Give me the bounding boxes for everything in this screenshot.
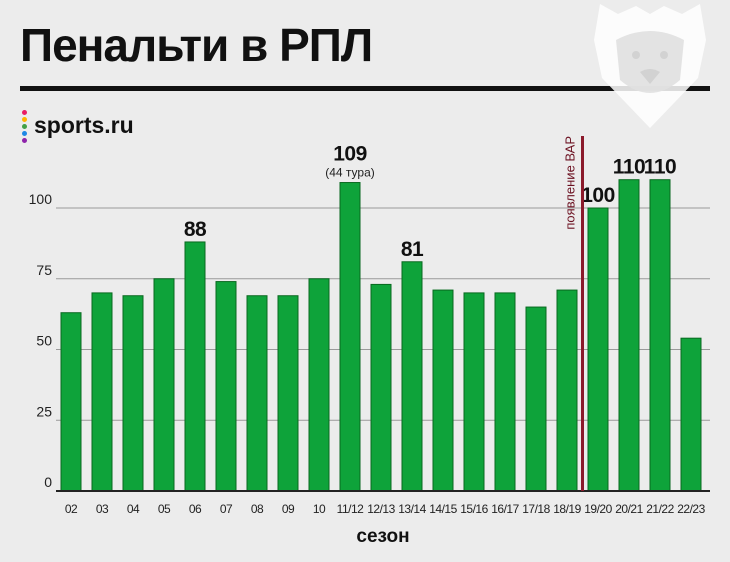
bar bbox=[277, 295, 299, 492]
data-label: 110 bbox=[613, 156, 645, 179]
y-tick-label: 0 bbox=[44, 474, 52, 490]
x-tick-label: 17/18 bbox=[522, 502, 550, 516]
bar bbox=[494, 292, 516, 492]
bar bbox=[215, 281, 237, 492]
x-tick-label: 16/17 bbox=[491, 502, 519, 516]
x-tick-label: 11/12 bbox=[337, 502, 364, 516]
bar bbox=[556, 289, 578, 492]
x-tick-label: 07 bbox=[220, 502, 233, 516]
x-tick-label: 06 bbox=[189, 502, 202, 516]
bar bbox=[370, 283, 392, 492]
x-tick-label: 09 bbox=[282, 502, 295, 516]
x-tick-label: 22/23 bbox=[677, 502, 705, 516]
bar bbox=[184, 241, 206, 492]
x-axis-label: сезон bbox=[356, 526, 409, 547]
y-tick-label: 75 bbox=[36, 262, 52, 278]
bar bbox=[308, 278, 330, 492]
logo-dot bbox=[22, 131, 27, 136]
x-tick-label: 19/20 bbox=[584, 502, 612, 516]
bar bbox=[618, 179, 640, 492]
bar bbox=[246, 295, 268, 492]
x-tick-label: 12/13 bbox=[367, 502, 395, 516]
data-label: 109 bbox=[333, 143, 367, 166]
x-tick-label: 15/16 bbox=[460, 502, 488, 516]
bar bbox=[525, 306, 547, 492]
data-label: 100 bbox=[581, 184, 615, 207]
bar bbox=[153, 278, 175, 492]
x-tick-label: 02 bbox=[65, 502, 78, 516]
bar bbox=[463, 292, 485, 492]
data-label-note: (44 тура) bbox=[325, 166, 375, 180]
page-title: Пенальти в РПЛ bbox=[20, 19, 373, 71]
logo-dot bbox=[22, 138, 27, 143]
title-divider bbox=[20, 86, 710, 91]
y-tick-label: 50 bbox=[36, 333, 52, 349]
var-annotation: появление ВАР bbox=[563, 136, 578, 230]
bear-icon bbox=[594, 4, 706, 128]
x-tick-label: 05 bbox=[158, 502, 171, 516]
x-tick-label: 04 bbox=[127, 502, 140, 516]
logo-dot bbox=[22, 110, 27, 115]
x-tick-label: 13/14 bbox=[398, 502, 426, 516]
y-tick-label: 100 bbox=[29, 191, 53, 207]
logo-dot bbox=[22, 117, 27, 122]
bar bbox=[680, 337, 702, 492]
bar bbox=[432, 289, 454, 492]
bar bbox=[91, 292, 113, 492]
logo-text: sports.ru bbox=[34, 112, 134, 138]
bar bbox=[122, 295, 144, 492]
x-tick-label: 21/22 bbox=[646, 502, 674, 516]
x-tick-label: 10 bbox=[313, 502, 326, 516]
bar bbox=[60, 312, 82, 492]
y-tick-label: 25 bbox=[36, 403, 52, 419]
x-tick-label: 03 bbox=[96, 502, 109, 516]
bar bbox=[587, 207, 609, 492]
logo-dot bbox=[22, 124, 27, 129]
bar bbox=[339, 182, 361, 492]
x-tick-label: 14/15 bbox=[429, 502, 457, 516]
data-label: 88 bbox=[184, 218, 207, 241]
data-label: 81 bbox=[401, 238, 424, 261]
x-tick-label: 08 bbox=[251, 502, 264, 516]
bar bbox=[401, 261, 423, 492]
x-tick-label: 18/19 bbox=[553, 502, 581, 516]
x-tick-label: 20/21 bbox=[615, 502, 643, 516]
rpl-bear-logo bbox=[588, 0, 713, 135]
bar bbox=[649, 179, 671, 492]
data-label: 110 bbox=[644, 156, 676, 179]
